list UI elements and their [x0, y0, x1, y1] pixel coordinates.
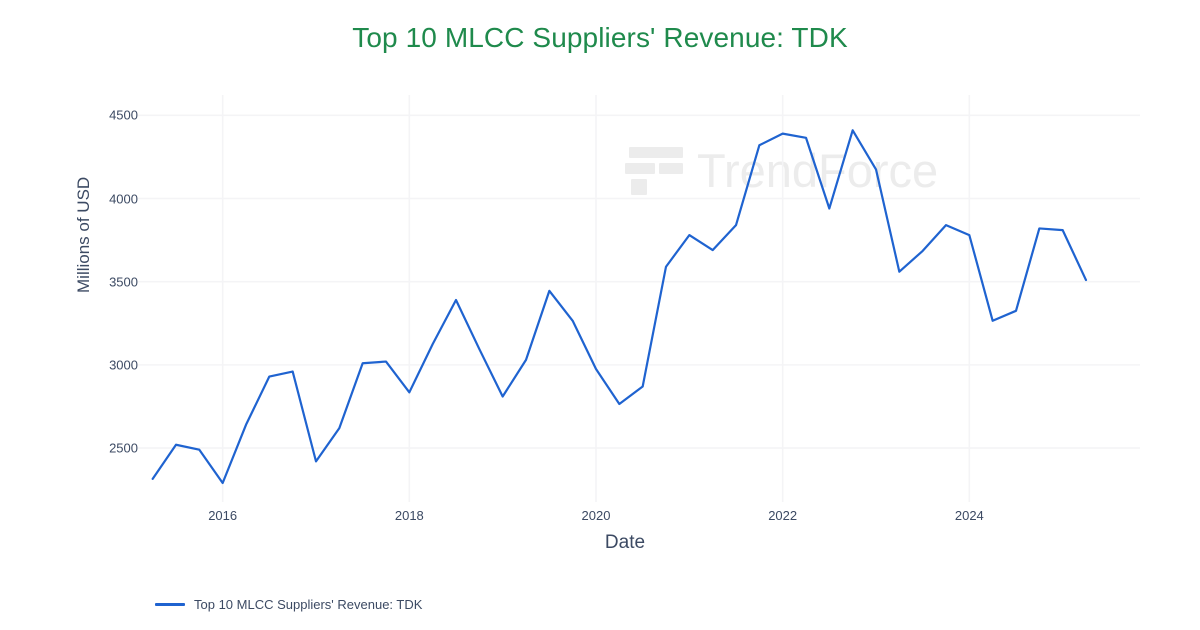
y-axis-title: Millions of USD — [74, 176, 93, 294]
y-axis-tick-label: 2500 — [109, 440, 138, 456]
y-axis-tick-label: 3000 — [109, 357, 138, 373]
chart-title: Top 10 MLCC Suppliers' Revenue: TDK — [352, 22, 848, 53]
legend-item-label: Top 10 MLCC Suppliers' Revenue: TDK — [194, 596, 423, 612]
gridlines — [138, 95, 1140, 502]
x-axis-tick-label: 2018 — [394, 508, 424, 523]
x-axis-tick-label: 2024 — [954, 508, 984, 523]
series-lines — [151, 129, 1088, 485]
chart-legend[interactable]: Top 10 MLCC Suppliers' Revenue: TDK — [155, 595, 422, 613]
y-axis-tick-label: 3500 — [109, 274, 138, 290]
y-axis-tick-label: 4500 — [109, 107, 138, 123]
x-axis-tick-label: 2022 — [768, 508, 798, 523]
x-axis-tick-label: 2020 — [581, 508, 611, 523]
legend-line-swatch — [155, 602, 185, 606]
x-axis-title: Date — [604, 532, 646, 553]
data-line — [151, 129, 1088, 485]
x-axis-tick-label: 2016 — [208, 508, 238, 523]
y-axis-tick-label: 4000 — [109, 191, 138, 206]
